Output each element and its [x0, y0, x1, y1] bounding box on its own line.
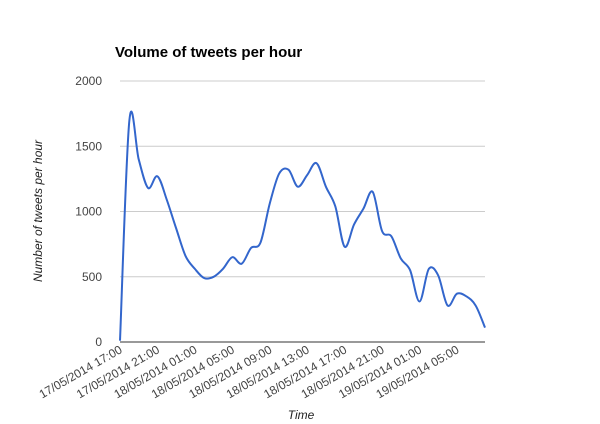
y-tick-label: 1000 — [75, 205, 102, 219]
y-axis-title: Number of tweets per hour — [31, 139, 45, 282]
grid-lines — [120, 80, 485, 343]
x-axis-title: Time — [288, 408, 315, 422]
y-tick-label: 0 — [95, 335, 102, 349]
series-layer — [119, 110, 486, 341]
y-tick-label: 2000 — [75, 74, 102, 88]
y-axis-ticks: 0 500 1000 1500 2000 — [75, 74, 102, 349]
series-line-0 — [119, 110, 486, 341]
y-tick-label: 500 — [82, 270, 102, 284]
y-tick-label: 1500 — [75, 139, 102, 153]
chart-title: Volume of tweets per hour — [115, 44, 302, 61]
